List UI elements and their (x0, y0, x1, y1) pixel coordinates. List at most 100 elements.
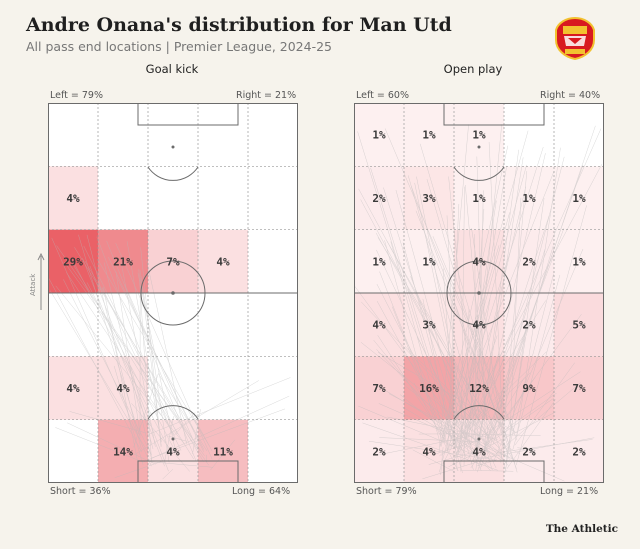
pass-line (461, 298, 491, 458)
pass-line (114, 460, 165, 479)
pass-line (446, 171, 555, 442)
zone-percentage-label: 1% (422, 255, 436, 268)
pass-line (192, 409, 201, 455)
pass-line (357, 131, 463, 474)
pass-line (115, 243, 213, 460)
pass-line (360, 199, 489, 439)
pass-line (368, 440, 496, 461)
pass-line (448, 176, 477, 451)
zone-percentage-label: 29% (63, 255, 83, 268)
bottom-penalty-arc (453, 405, 505, 420)
zone-percentage-label: 1% (572, 255, 586, 268)
heat-cell (554, 356, 604, 420)
panel-title-open-play: Open play (443, 62, 503, 76)
zone-percentage-label: 4% (66, 382, 80, 395)
pass-line (106, 240, 197, 462)
pass-line (379, 435, 474, 455)
pass-line (431, 442, 471, 456)
pass-line (378, 403, 496, 455)
pitch-markings (48, 103, 298, 483)
zone-percentage-label: 4% (422, 445, 436, 458)
brand-logo: The Athletic (545, 523, 618, 535)
pass-line (147, 377, 291, 436)
heat-cell (198, 419, 248, 483)
pass-line (377, 335, 445, 440)
pass-line (505, 337, 526, 463)
pass-line (384, 240, 441, 443)
pass-line (63, 279, 152, 455)
pass-line (410, 276, 476, 443)
pass-line (471, 449, 479, 463)
pass-line (447, 203, 460, 453)
heat-cell (454, 103, 504, 167)
pass-line (442, 359, 497, 468)
heat-cell (354, 293, 404, 357)
pass-line (449, 407, 509, 450)
top-goal-area (443, 103, 545, 126)
pass-line (407, 175, 492, 469)
zone-percentage-label: 3% (422, 319, 436, 332)
long-share-open-play: Long = 21% (540, 486, 599, 497)
pass-line (479, 397, 555, 450)
pass-line (448, 445, 462, 448)
heat-cell (554, 419, 604, 483)
zone-percentage-label: 11% (213, 445, 233, 458)
pass-line (516, 205, 587, 466)
zone-percentage-label: 7% (166, 255, 180, 268)
pass-line (416, 336, 483, 467)
pass-line (124, 284, 193, 439)
zone-percentage-label: 1% (472, 129, 486, 142)
zone-percentage-label: 4% (472, 255, 486, 268)
pass-line (458, 318, 524, 455)
pass-line (358, 405, 475, 456)
zone-percentage-label: 21% (113, 255, 133, 268)
heat-cell (354, 229, 404, 293)
pass-line (140, 275, 170, 463)
pass-line (131, 403, 190, 472)
pass-line (476, 156, 487, 460)
attack-label: Attack (29, 273, 37, 296)
pass-line (103, 286, 139, 463)
zone-percentage-label: 2% (572, 445, 586, 458)
pass-line (456, 165, 507, 456)
pass-line (86, 234, 142, 450)
pass-line (470, 124, 502, 444)
left-share-goal-kick: Left = 79% (50, 90, 103, 101)
pass-line (514, 362, 575, 446)
pass-line (89, 265, 169, 472)
pass-line (446, 215, 459, 443)
zone-percentage-label: 1% (372, 129, 386, 142)
zone-percentage-label: 12% (469, 382, 489, 395)
pass-line (158, 373, 208, 452)
pass-line (422, 298, 452, 440)
long-share-goal-kick: Long = 64% (232, 486, 291, 497)
pass-line (449, 164, 527, 444)
pass-line (51, 237, 152, 467)
heat-cell (404, 166, 454, 230)
pass-line (462, 371, 581, 449)
pass-line (442, 268, 458, 471)
pass-line (493, 248, 584, 462)
pass-line (388, 393, 510, 458)
pass-line (497, 439, 593, 453)
pass-line (461, 469, 514, 472)
pass-line (140, 247, 162, 448)
zone-percentage-label: 2% (522, 445, 536, 458)
manchester-united-crest-icon (555, 16, 595, 60)
pass-line (475, 149, 519, 471)
pass-line (168, 435, 187, 442)
pass-line (49, 290, 150, 455)
pass-line (384, 128, 518, 441)
zone-percentage-label: 4% (472, 445, 486, 458)
pass-line (412, 449, 455, 472)
pass-line (354, 285, 472, 445)
pass-line (484, 228, 565, 441)
pass-line (476, 165, 584, 473)
zone-percentage-label: 1% (422, 129, 436, 142)
heat-cell (354, 103, 404, 167)
pass-line (146, 259, 187, 445)
zone-percentage-label: 16% (419, 382, 439, 395)
heat-cell (48, 166, 98, 230)
zone-percentage-label: 1% (572, 192, 586, 205)
pass-line (138, 268, 152, 463)
